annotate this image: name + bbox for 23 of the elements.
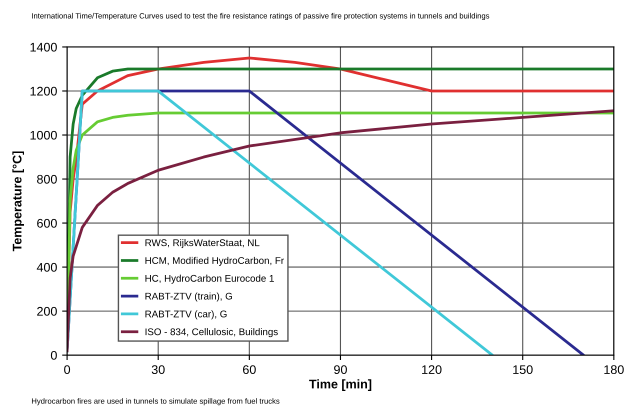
y-tick-label: 200: [37, 306, 57, 316]
legend-label: HC, HydroCarbon Eurocode 1: [145, 274, 274, 284]
y-tick-label: 1000: [30, 130, 57, 140]
x-tick-label: 180: [604, 365, 624, 374]
y-tick-label: 1400: [30, 42, 57, 52]
y-tick-label: 600: [37, 218, 57, 228]
y-axis-title: Temperature [°C]: [12, 151, 24, 252]
x-tick-label: 90: [334, 365, 347, 374]
y-tick-label: 800: [37, 174, 57, 184]
legend-label: RABT-ZTV (car), G: [145, 310, 227, 320]
x-tick-label: 30: [152, 365, 165, 374]
legend-label: RWS, RijksWaterStaat, NL: [145, 239, 260, 248]
y-tick-label: 1200: [30, 86, 57, 96]
legend-label: RABT-ZTV (train), G: [145, 292, 232, 302]
x-tick-label: 60: [243, 365, 256, 374]
y-tick-label: 0: [50, 350, 57, 360]
legend-label: ISO - 834, Cellulosic, Buildings: [146, 328, 278, 338]
y-tick-label: 400: [36, 262, 57, 272]
x-axis-title: Time [min]: [309, 379, 372, 391]
x-tick-label: 120: [422, 365, 442, 374]
x-tick-label: 0: [64, 365, 70, 374]
legend-label: HCM, Modified HydroCarbon, Fr: [145, 256, 284, 266]
x-tick-label: 150: [513, 365, 533, 374]
